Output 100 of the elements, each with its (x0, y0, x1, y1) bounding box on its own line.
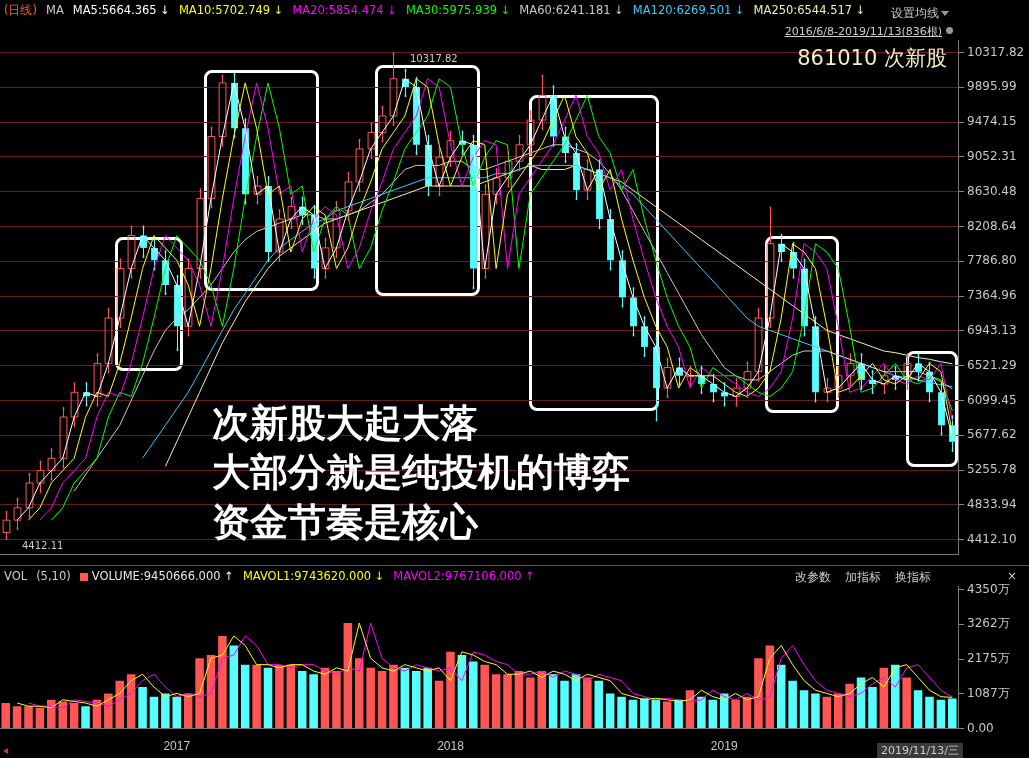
y-tick-label: 3262万 (967, 616, 1010, 631)
text: 2016/6/8-2019/11/13(836根) (784, 24, 942, 39)
annotation: 4412.11 (22, 540, 64, 551)
candlestick (834, 365, 843, 399)
bar (434, 680, 444, 729)
candlestick (184, 257, 193, 337)
candlestick (743, 361, 752, 399)
bar (81, 706, 90, 729)
candlestick (367, 121, 376, 160)
candlestick (938, 381, 945, 436)
candlestick (663, 356, 672, 399)
text: MA (45, 3, 64, 18)
candlestick (253, 175, 262, 205)
bar (833, 693, 843, 729)
candlestick (378, 105, 387, 144)
bar (560, 680, 569, 729)
bar (12, 706, 22, 729)
x-tick-label: 2019 (710, 739, 738, 754)
bar (229, 645, 239, 729)
bar (605, 693, 615, 729)
bar (252, 664, 261, 729)
candlestick (332, 200, 341, 259)
candlestick (70, 381, 79, 428)
candlestick (538, 73, 547, 131)
text: MAVOL2:9767106.000 ↑ (393, 569, 535, 583)
y-tick-label: 7364.96 (967, 288, 1017, 303)
x-tick-label: 2017 (163, 739, 191, 754)
y-tick-label: 6943.13 (967, 323, 1017, 338)
bar (583, 677, 592, 729)
candlestick (218, 73, 227, 148)
candlestick (104, 307, 113, 375)
bar (218, 635, 227, 729)
bar (640, 698, 649, 729)
bar (491, 674, 501, 729)
candlestick (754, 307, 763, 383)
y-tick-label: 5255.78 (967, 462, 1017, 477)
bar (47, 699, 56, 729)
candlestick (641, 315, 648, 358)
candlestick (903, 352, 912, 391)
bar (275, 664, 284, 729)
bar (936, 699, 946, 729)
bar (423, 667, 432, 729)
bar (161, 693, 170, 729)
bar (514, 671, 524, 729)
y-tick-label: 0.00 (967, 720, 994, 735)
annotation: 资金节奏是核心 (212, 497, 480, 546)
bar (537, 671, 546, 729)
bar (594, 680, 604, 729)
text: (5,10) (36, 569, 71, 583)
bar (913, 690, 923, 729)
bar (58, 701, 67, 729)
bar (286, 664, 296, 729)
bar (925, 696, 934, 729)
text: MA250:6544.517 ↓ (753, 3, 866, 18)
y-tick-label: 9895.99 (967, 79, 1017, 94)
candlestick (275, 208, 284, 263)
bar (240, 664, 250, 729)
bar (400, 667, 410, 729)
text: MA10:5702.749 ↓ (178, 3, 284, 18)
annotation: 次新股大起大落 (212, 399, 479, 447)
candlestick (846, 352, 855, 387)
candlestick (25, 472, 34, 519)
bar (149, 696, 159, 729)
candlestick (344, 171, 353, 222)
text: × (1006, 569, 1017, 583)
candlestick (515, 134, 524, 172)
bar (366, 667, 375, 729)
candlestick (619, 249, 626, 309)
bar (868, 687, 877, 729)
bar (708, 699, 718, 729)
bar (731, 699, 740, 729)
bar (788, 680, 797, 729)
legend-label: VOLUME:9450666.000 ↑ (91, 569, 234, 583)
bar (332, 671, 341, 729)
bar (389, 664, 398, 729)
bar (628, 699, 638, 729)
bar (377, 671, 387, 729)
bar (35, 707, 45, 729)
bar (195, 658, 204, 729)
candlestick (287, 196, 296, 230)
bar (1, 703, 10, 729)
y-tick-label: 4412.10 (967, 531, 1017, 546)
bar (104, 693, 113, 729)
candlestick (492, 167, 501, 205)
annotation: 大部分就是纯投机的博弈 (212, 448, 630, 497)
bar (902, 677, 911, 729)
text: 设置均线 (891, 5, 939, 22)
candlestick (59, 406, 68, 469)
bar (754, 658, 763, 729)
candlestick (823, 377, 832, 403)
bar (172, 696, 182, 729)
y-tick-label: 8208.64 (967, 218, 1017, 233)
bar (674, 699, 683, 729)
bar (822, 696, 832, 729)
candlestick (583, 158, 592, 201)
text: MA5:5664.365 ↓ (72, 3, 170, 18)
text: MA20:5854.474 ↓ (292, 3, 397, 18)
y-tick-label: 7786.80 (967, 253, 1017, 268)
candlestick (116, 257, 125, 329)
bar (138, 687, 147, 729)
